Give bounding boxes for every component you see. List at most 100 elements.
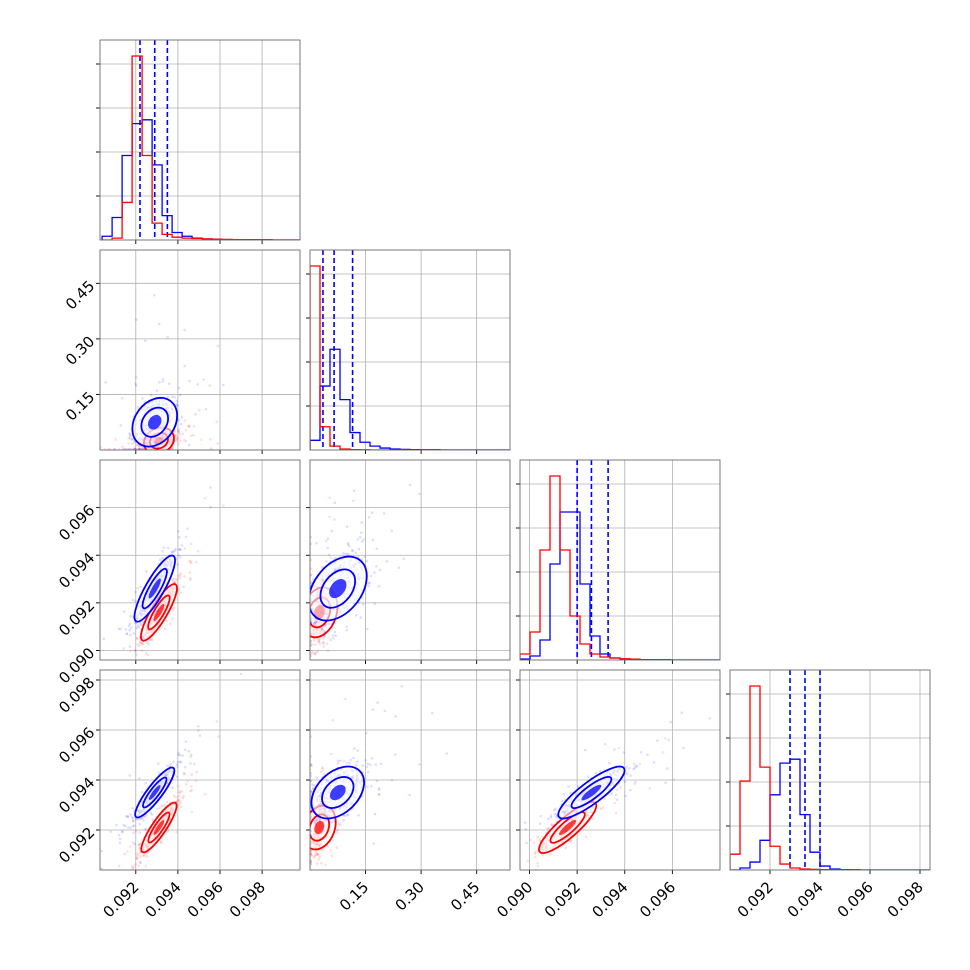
sample-point bbox=[138, 448, 141, 450]
sample-point bbox=[323, 630, 327, 633]
sample-point bbox=[132, 824, 136, 827]
sample-point bbox=[144, 827, 147, 830]
sample-point bbox=[137, 448, 140, 450]
sample-point bbox=[390, 529, 394, 532]
sample-point bbox=[179, 556, 182, 559]
sample-point bbox=[175, 399, 179, 403]
sample-point bbox=[189, 577, 192, 580]
x-tick-label: 0.094 bbox=[142, 878, 185, 921]
sample-point bbox=[328, 819, 331, 822]
sample-point bbox=[183, 765, 187, 769]
sample-point bbox=[145, 569, 148, 573]
sample-point bbox=[333, 621, 336, 625]
sample-point bbox=[203, 793, 207, 796]
sample-point bbox=[121, 830, 124, 834]
sample-point bbox=[553, 808, 556, 812]
sample-point bbox=[177, 442, 180, 446]
sample-point bbox=[171, 579, 175, 582]
sample-point bbox=[310, 639, 312, 642]
sample-point bbox=[352, 756, 355, 760]
contour-blue-2 bbox=[148, 578, 161, 599]
sample-point bbox=[127, 624, 131, 628]
sample-point bbox=[131, 665, 134, 668]
sample-point bbox=[137, 864, 140, 868]
sample-point bbox=[356, 749, 360, 752]
sample-point bbox=[135, 857, 139, 860]
sample-point bbox=[177, 419, 181, 422]
sample-point bbox=[373, 571, 376, 574]
sample-point bbox=[117, 864, 121, 868]
sample-point bbox=[186, 527, 189, 531]
sample-point bbox=[181, 754, 184, 757]
sample-point bbox=[166, 764, 169, 768]
sample-point bbox=[373, 602, 377, 605]
sample-point bbox=[187, 424, 191, 428]
sample-point bbox=[344, 697, 347, 701]
sample-point bbox=[371, 511, 374, 514]
sample-point bbox=[310, 644, 312, 648]
sample-point bbox=[187, 443, 191, 447]
sample-point bbox=[629, 774, 632, 777]
sample-point bbox=[321, 767, 325, 771]
sample-point bbox=[186, 780, 189, 783]
sample-point bbox=[315, 853, 319, 856]
sample-point bbox=[134, 863, 137, 866]
sample-point bbox=[321, 766, 324, 769]
sample-point bbox=[179, 439, 182, 442]
sample-point bbox=[177, 436, 180, 440]
sample-point bbox=[355, 763, 358, 767]
sample-point bbox=[310, 755, 312, 758]
sample-point bbox=[177, 386, 181, 390]
sample-point bbox=[182, 585, 185, 589]
sample-point bbox=[345, 761, 348, 765]
sample-point bbox=[316, 862, 319, 865]
sample-point bbox=[310, 851, 313, 854]
sample-point bbox=[117, 448, 121, 450]
sample-point bbox=[189, 578, 192, 581]
sample-point bbox=[584, 835, 588, 839]
panel-1-1-frame bbox=[309, 249, 511, 451]
sample-point bbox=[364, 759, 367, 762]
sample-point bbox=[196, 549, 200, 553]
sample-point bbox=[601, 806, 605, 809]
sample-point bbox=[173, 396, 176, 399]
sample-point bbox=[374, 763, 378, 766]
sample-point bbox=[80, 893, 83, 896]
sample-point bbox=[365, 765, 369, 769]
sample-point bbox=[378, 568, 382, 572]
panel-1-0-frame bbox=[99, 249, 301, 451]
sample-point bbox=[156, 447, 159, 450]
sample-point bbox=[383, 709, 387, 713]
sample-point bbox=[313, 652, 317, 655]
sample-point bbox=[144, 815, 147, 819]
sample-point bbox=[179, 761, 183, 764]
panel-2-1-grid bbox=[306, 460, 510, 664]
sample-point bbox=[189, 434, 193, 438]
sample-point bbox=[323, 635, 326, 638]
sample-point bbox=[135, 376, 138, 379]
sample-point bbox=[140, 622, 143, 626]
sample-point bbox=[94, 447, 97, 450]
sample-point bbox=[333, 630, 337, 634]
panel-2-1-frame bbox=[309, 459, 511, 661]
sample-point bbox=[140, 642, 144, 646]
sample-point bbox=[165, 800, 169, 804]
sample-point bbox=[158, 806, 162, 810]
sample-point bbox=[183, 547, 187, 550]
sample-point bbox=[129, 614, 132, 618]
sample-point bbox=[164, 448, 168, 450]
sample-point bbox=[161, 378, 165, 381]
sample-point bbox=[138, 831, 142, 834]
sample-point bbox=[175, 763, 179, 766]
sample-point bbox=[124, 824, 127, 828]
sample-point bbox=[135, 857, 138, 860]
contour-red-2 bbox=[314, 820, 325, 835]
sample-point bbox=[343, 814, 347, 818]
sample-point bbox=[136, 624, 140, 627]
panel-3-0-grid bbox=[96, 670, 300, 874]
sample-point bbox=[138, 860, 142, 864]
sample-point bbox=[110, 875, 113, 878]
sample-point bbox=[131, 448, 135, 450]
contour-blue-2 bbox=[329, 578, 347, 599]
sample-point bbox=[309, 965, 312, 968]
